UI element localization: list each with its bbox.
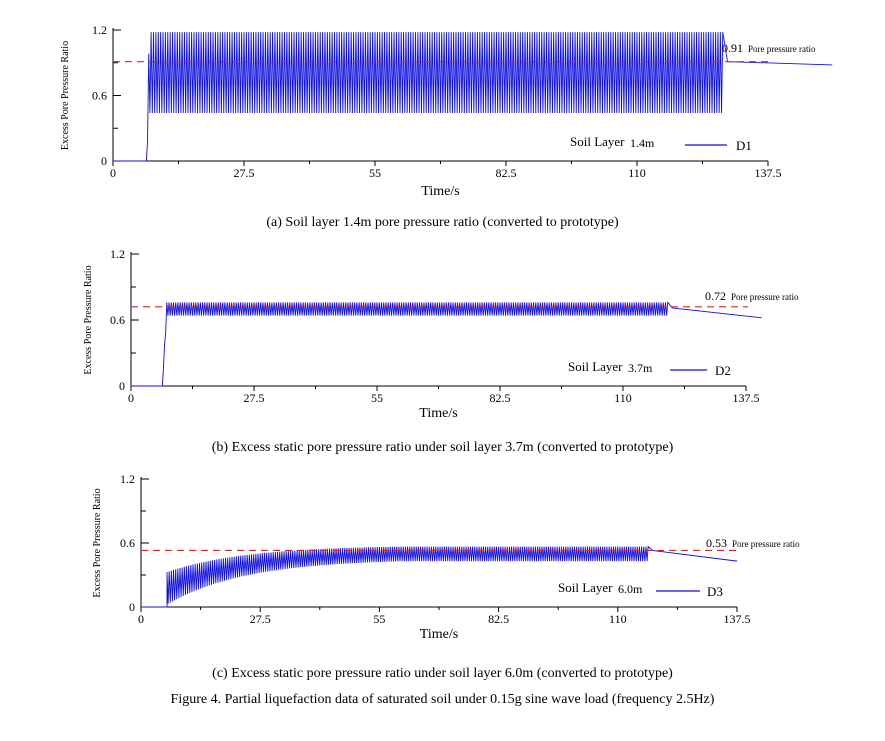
chart-c-legend-series-name: D3 xyxy=(707,584,723,599)
figure-caption: Figure 4. Partial liquefaction data of s… xyxy=(170,692,715,707)
chart-c-y-axis-label: Excess Pore Pressure Ratio xyxy=(92,488,103,597)
chart-b-legend-series-name: D2 xyxy=(715,363,731,378)
chart-b-y-tick-label: 0 xyxy=(119,379,125,393)
chart-a-x-tick-label: 110 xyxy=(628,166,646,180)
chart-b-legend-depth: 3.7m xyxy=(628,361,653,375)
chart-b-y-tick-label: 1.2 xyxy=(110,247,125,261)
chart-c-y-tick-label: 1.2 xyxy=(120,472,135,486)
chart-b-x-axis-label: Time/s xyxy=(419,406,457,421)
chart-b-x-tick-label: 137.5 xyxy=(733,391,760,405)
chart-b-x-tick-label: 110 xyxy=(614,391,632,405)
chart-c-x-tick-label: 55 xyxy=(373,612,385,626)
chart-b-x-tick-label: 82.5 xyxy=(490,391,511,405)
chart-a-y-tick-label: 1.2 xyxy=(92,23,107,37)
chart-a-x-tick-label: 55 xyxy=(369,166,381,180)
chart-c-reference-text-label: Pore pressure ratio xyxy=(732,539,800,549)
chart-c-y-tick-label: 0 xyxy=(129,600,135,614)
chart-c-legend-text: Soil Layer xyxy=(558,580,613,595)
chart-b-y-axis-label: Excess Pore Pressure Ratio xyxy=(83,265,94,374)
chart-a-reference-value-label: 0.91 xyxy=(722,41,743,55)
chart-c-x-tick-label: 27.5 xyxy=(250,612,271,626)
chart-c-x-tick-label: 110 xyxy=(609,612,627,626)
chart-b-series-d2-line xyxy=(131,301,762,387)
chart-a-x-tick-label: 82.5 xyxy=(496,166,517,180)
chart-a-reference-text-label: Pore pressure ratio xyxy=(748,44,816,54)
chart-c-legend-depth: 6.0m xyxy=(618,582,643,596)
caption-a: (a) Soil layer 1.4m pore pressure ratio … xyxy=(266,215,619,230)
chart-a-legend-text: Soil Layer xyxy=(570,134,625,149)
chart-a-x-tick-label: 0 xyxy=(110,166,116,180)
chart-a-legend-depth: 1.4m xyxy=(630,136,655,150)
chart-a-x-tick-label: 137.5 xyxy=(755,166,782,180)
chart-a-series-d1-line xyxy=(113,32,833,162)
chart-b-reference-value-label: 0.72 xyxy=(705,289,726,303)
chart-b-reference-text-label: Pore pressure ratio xyxy=(731,292,799,302)
chart-b-x-tick-label: 27.5 xyxy=(244,391,265,405)
chart-a-y-tick-label: 0.6 xyxy=(92,89,107,103)
chart-a-y-axis-label: Excess Pore Pressure Ratio xyxy=(60,41,71,150)
chart-a-y-tick-label: 0 xyxy=(101,154,107,168)
chart-b-x-tick-label: 0 xyxy=(128,391,134,405)
caption-b: (b) Excess static pore pressure ratio un… xyxy=(211,440,674,455)
chart-b-legend-text: Soil Layer xyxy=(568,359,623,374)
caption-c: (c) Excess static pore pressure ratio un… xyxy=(212,666,673,681)
chart-c-x-axis-label: Time/s xyxy=(420,627,458,642)
chart-c-reference-value-label: 0.53 xyxy=(706,536,727,550)
chart-b-x-tick-label: 55 xyxy=(371,391,383,405)
chart-c-x-tick-label: 82.5 xyxy=(488,612,509,626)
chart-a-x-tick-label: 27.5 xyxy=(234,166,255,180)
chart-c-x-tick-label: 0 xyxy=(138,612,144,626)
chart-c-series-d3-line xyxy=(141,545,738,608)
chart-a-legend-series-name: D1 xyxy=(736,138,752,153)
chart-a-x-axis-label: Time/s xyxy=(421,184,459,199)
chart-c-y-tick-label: 0.6 xyxy=(120,536,135,550)
chart-c-x-tick-label: 137.5 xyxy=(724,612,751,626)
chart-b-y-tick-label: 0.6 xyxy=(110,313,125,327)
